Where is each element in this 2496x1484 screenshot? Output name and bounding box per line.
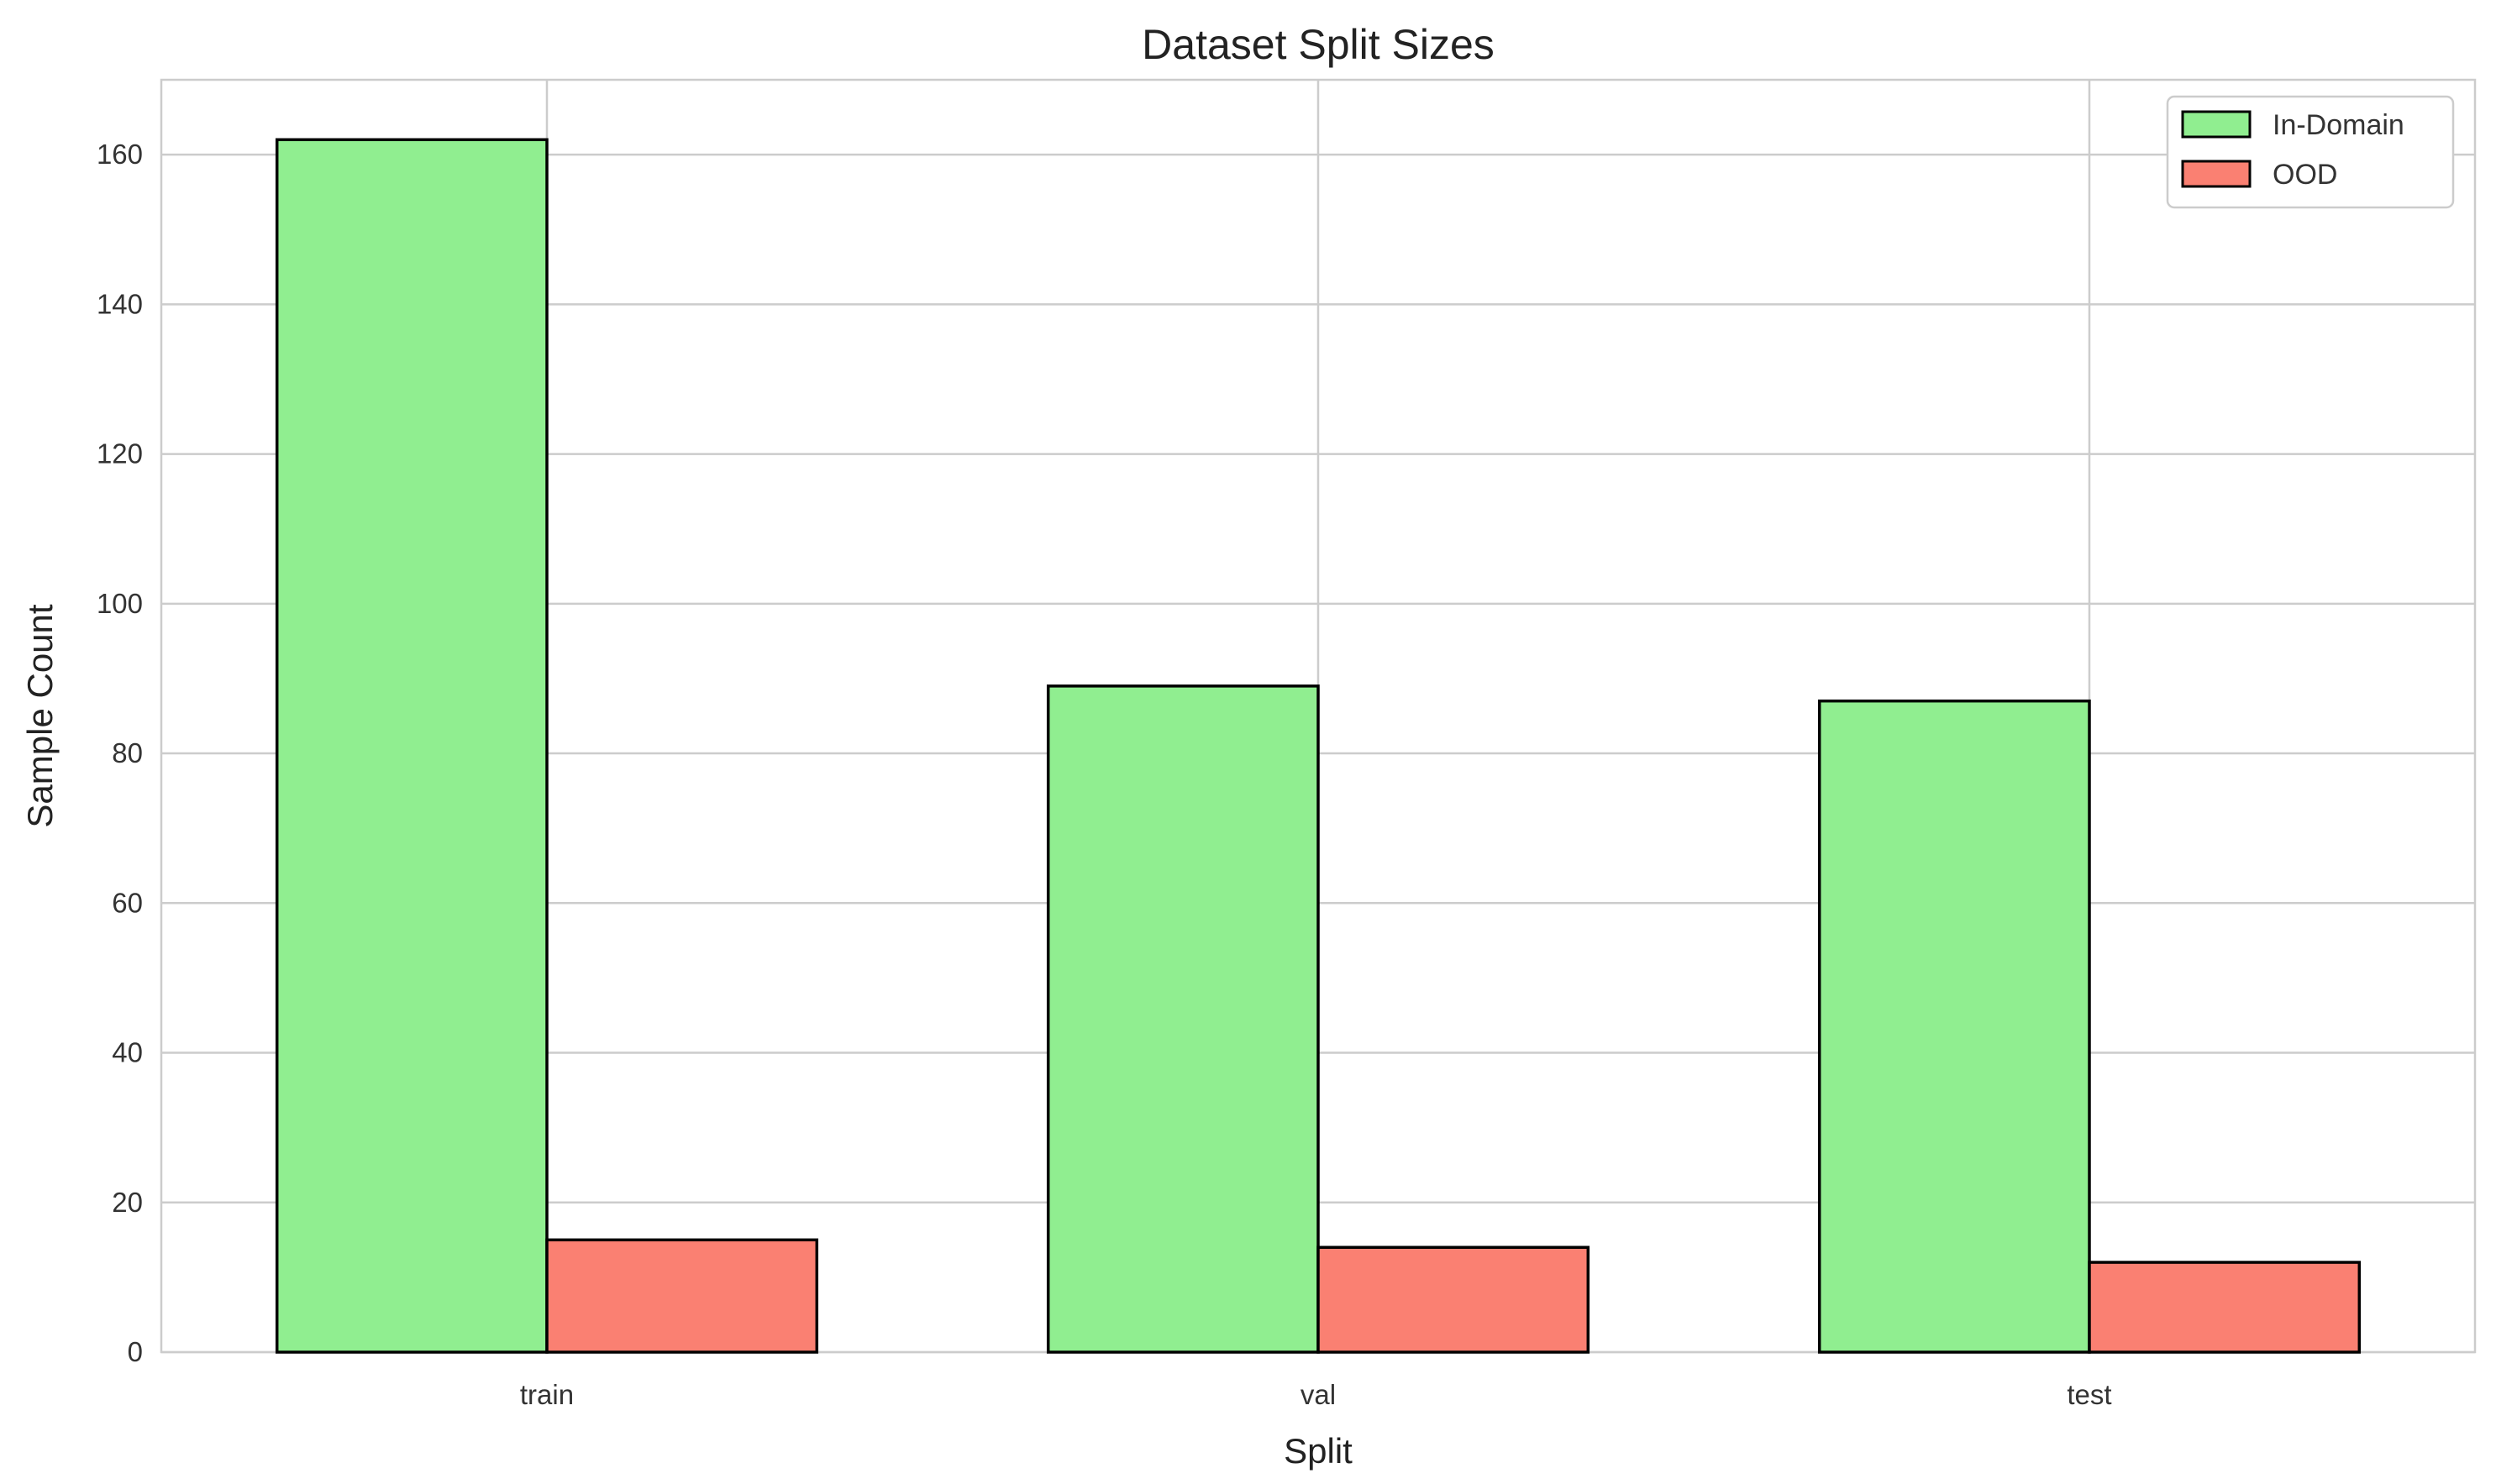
x-axis-title: Split: [1284, 1431, 1353, 1471]
x-tick-label: val: [1301, 1379, 1336, 1410]
bar-in-domain-train: [275, 138, 549, 1354]
y-tick-label: 140: [97, 288, 143, 319]
y-axis-title: Sample Count: [20, 604, 60, 827]
bar-ood-train: [545, 1238, 819, 1354]
y-tick-label: 120: [97, 438, 143, 469]
tick-labels: 0 20 40 60 80 100 120 140 160 train val test: [97, 139, 2112, 1410]
bar-ood-val: [1316, 1245, 1590, 1354]
y-tick-label: 40: [112, 1037, 143, 1068]
bar-in-domain-test: [1817, 699, 2091, 1354]
bar-in-domain-val: [1046, 684, 1320, 1354]
y-tick-label: 160: [97, 139, 143, 170]
legend-swatch: [2181, 160, 2252, 188]
chart-title: Dataset Split Sizes: [1142, 21, 1495, 68]
x-tick-label: test: [2067, 1379, 2111, 1410]
y-tick-label: 80: [112, 737, 143, 768]
y-tick-label: 20: [112, 1187, 143, 1218]
x-tick-label: train: [520, 1379, 574, 1410]
y-tick-label: 60: [112, 887, 143, 918]
legend: In-Domain OOD: [2166, 95, 2455, 209]
bar-ood-test: [2088, 1261, 2362, 1354]
legend-label: OOD: [2273, 159, 2337, 191]
legend-swatch: [2181, 110, 2252, 139]
legend-label: In-Domain: [2273, 109, 2404, 141]
y-tick-label: 0: [128, 1336, 143, 1367]
bars: [275, 138, 2362, 1354]
y-tick-label: 100: [97, 588, 143, 619]
